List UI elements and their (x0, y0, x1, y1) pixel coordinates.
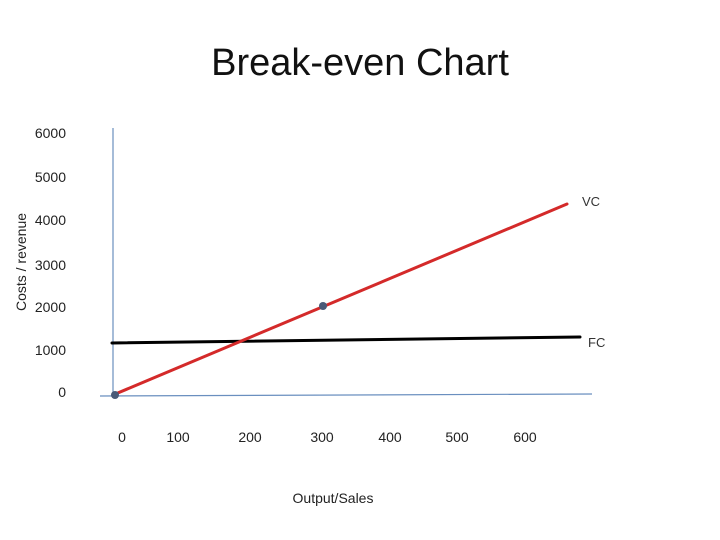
x-tick-label: 400 (378, 429, 402, 445)
y-tick-label: 4000 (35, 212, 66, 228)
series-labels: FC VC (582, 194, 605, 350)
series-line-vc (111, 202, 569, 397)
y-tick-label: 6000 (35, 125, 66, 141)
series-label-vc: VC (582, 194, 600, 209)
y-tick-label: 2000 (35, 299, 66, 315)
data-points (111, 302, 327, 399)
x-tick-label: 500 (445, 429, 469, 445)
data-point (319, 302, 327, 310)
x-axis-title: Output/Sales (293, 490, 374, 506)
y-tick-labels: 0 1000 2000 3000 4000 5000 6000 (35, 125, 66, 400)
data-point (111, 391, 119, 399)
series-label-fc: FC (588, 335, 605, 350)
series-lines (110, 202, 582, 397)
y-tick-label: 3000 (35, 257, 66, 273)
x-axis (99, 393, 593, 397)
x-tick-label: 200 (238, 429, 262, 445)
y-axis-title: Costs / revenue (13, 213, 29, 311)
y-tick-label: 0 (58, 384, 66, 400)
x-tick-label: 100 (166, 429, 190, 445)
x-tick-label: 600 (513, 429, 537, 445)
chart-title: Break-even Chart (211, 42, 509, 84)
y-tick-label: 1000 (35, 342, 66, 358)
x-tick-labels: 0 100 200 300 400 500 600 (118, 429, 537, 445)
x-tick-label: 300 (310, 429, 334, 445)
x-tick-label: 0 (118, 429, 126, 445)
y-tick-label: 5000 (35, 169, 66, 185)
series-line-fc (110, 335, 582, 345)
